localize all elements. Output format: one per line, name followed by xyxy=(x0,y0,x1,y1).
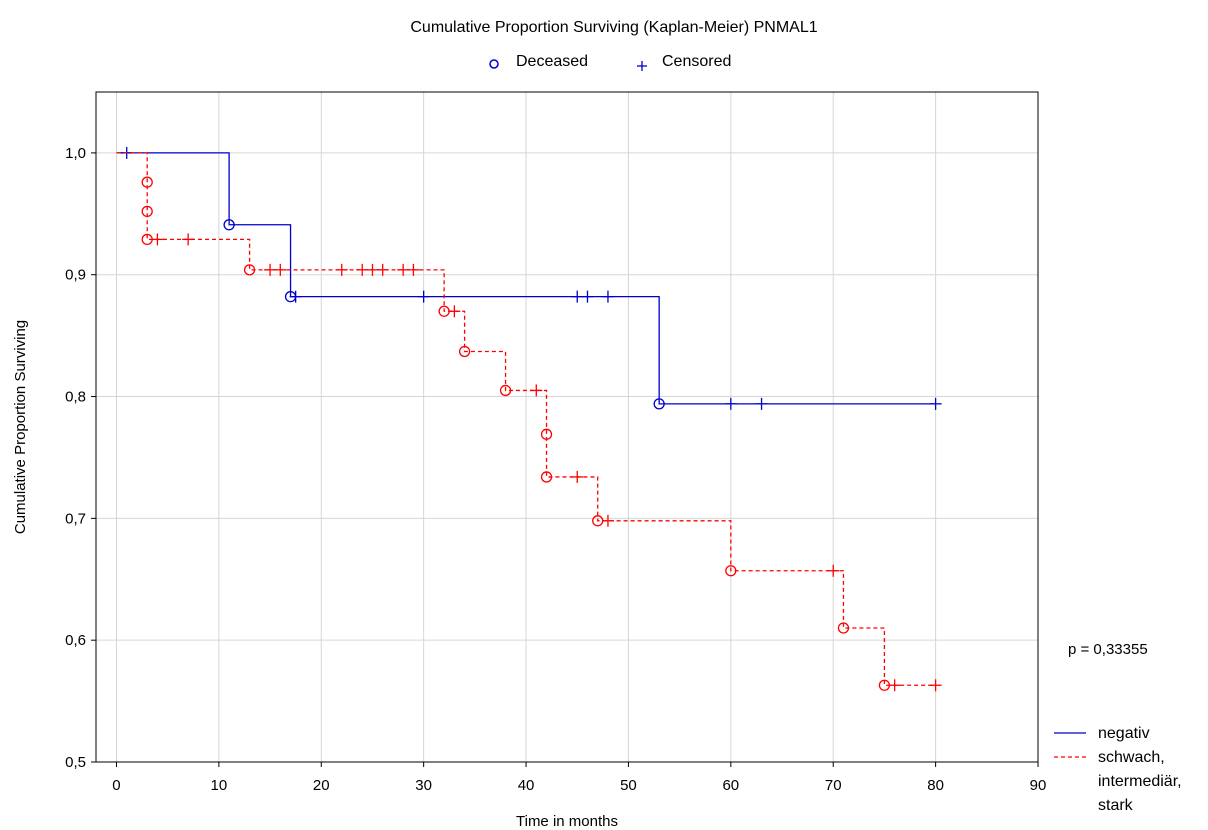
deceased-marker xyxy=(141,176,153,188)
censored-marker xyxy=(335,263,348,276)
survival-step-line xyxy=(116,152,936,686)
censored-marker xyxy=(888,679,901,692)
x-tick-label: 20 xyxy=(313,777,330,794)
censored-marker xyxy=(571,470,584,483)
censored-marker xyxy=(724,397,737,410)
x-tick-label: 50 xyxy=(620,777,637,794)
x-tick-label: 10 xyxy=(211,777,228,794)
censored-legend-symbol xyxy=(637,61,647,71)
censored-marker xyxy=(407,263,420,276)
deceased-marker xyxy=(837,622,850,634)
survival-curves xyxy=(116,146,942,692)
y-tick-label: 0,7 xyxy=(65,510,86,527)
series-legend: negativ schwach, intermediär, stark xyxy=(1054,725,1182,814)
series-1 xyxy=(116,146,942,410)
marker-legend: Deceased Censored xyxy=(489,53,731,71)
censored-marker xyxy=(601,290,614,303)
y-tick-label: 0,5 xyxy=(65,754,86,771)
censored-marker xyxy=(929,679,942,692)
censored-marker xyxy=(827,564,840,577)
series-legend-label: stark xyxy=(1098,797,1134,814)
deceased-legend-symbol xyxy=(489,59,499,69)
y-axis-label: Cumulative Proportion Surviving xyxy=(12,320,29,534)
censored-marker xyxy=(274,263,287,276)
deceased-legend-label: Deceased xyxy=(516,53,588,70)
series-legend-label: schwach, xyxy=(1098,749,1165,766)
p-value-annotation: p = 0,33355 xyxy=(1068,641,1148,658)
plot-frame xyxy=(95,91,1039,763)
censored-marker xyxy=(264,263,277,276)
series-legend-label: negativ xyxy=(1098,725,1150,742)
y-tick-label: 1,0 xyxy=(65,145,86,162)
censored-marker xyxy=(289,290,302,303)
censored-legend-label: Censored xyxy=(662,53,731,70)
deceased-marker xyxy=(540,428,553,440)
chart-title: Cumulative Proportion Surviving (Kaplan-… xyxy=(410,19,817,36)
series-2 xyxy=(116,152,942,692)
y-tick-label: 0,8 xyxy=(65,389,86,406)
censored-marker xyxy=(376,263,389,276)
x-axis-label: Time in months xyxy=(516,813,618,830)
censored-marker xyxy=(530,384,543,397)
y-tick-label: 0,6 xyxy=(65,632,86,649)
deceased-marker xyxy=(540,471,553,483)
y-tick-label: 0,9 xyxy=(65,267,86,284)
deceased-marker xyxy=(725,565,737,577)
x-tick-label: 80 xyxy=(927,777,944,794)
censored-marker xyxy=(755,397,768,410)
deceased-marker xyxy=(653,398,665,410)
censored-marker xyxy=(182,233,195,246)
censored-marker xyxy=(571,290,584,303)
censored-marker xyxy=(581,290,594,303)
censored-marker xyxy=(366,263,379,276)
deceased-marker xyxy=(499,384,512,397)
censored-marker xyxy=(601,514,614,527)
deceased-marker xyxy=(458,345,471,358)
x-tick-label: 70 xyxy=(825,777,842,794)
x-tick-label: 90 xyxy=(1030,777,1047,794)
deceased-marker xyxy=(243,264,256,276)
censored-marker xyxy=(417,290,430,303)
censored-marker xyxy=(929,397,942,410)
survival-step-line xyxy=(116,152,936,405)
series-legend-label: intermediär, xyxy=(1098,773,1182,790)
censored-marker xyxy=(397,263,410,276)
axis-ticks: 0 10 20 30 40 50 60 70 80 90 0,5 0,6 0,7 0,8 0,9 1,0 xyxy=(65,145,1046,794)
grid xyxy=(96,92,1038,762)
x-tick-label: 0 xyxy=(112,777,120,794)
deceased-marker xyxy=(223,219,235,231)
x-tick-label: 60 xyxy=(722,777,739,794)
x-tick-label: 40 xyxy=(518,777,535,794)
censored-marker xyxy=(151,233,164,246)
deceased-marker xyxy=(141,205,153,218)
x-tick-label: 30 xyxy=(415,777,432,794)
censored-marker xyxy=(356,263,369,276)
censored-marker xyxy=(448,305,461,318)
